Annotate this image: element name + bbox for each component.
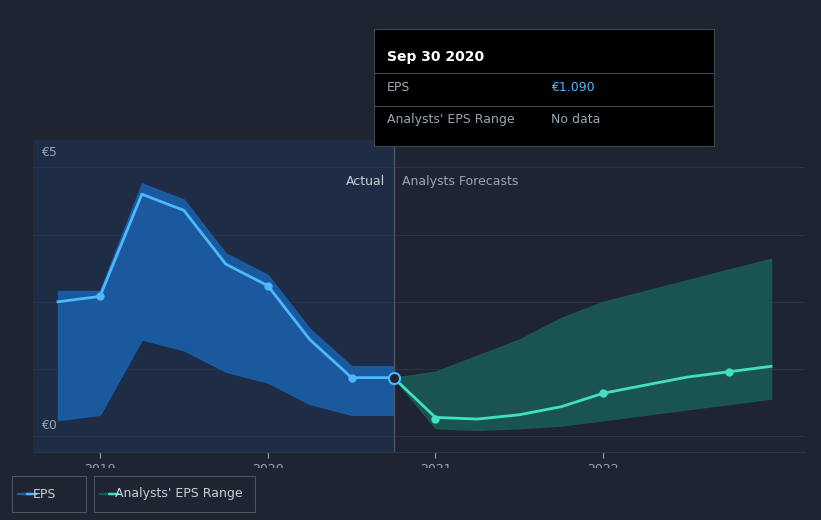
Polygon shape bbox=[109, 493, 119, 495]
Text: €1.090: €1.090 bbox=[551, 81, 594, 94]
Polygon shape bbox=[27, 493, 37, 495]
Text: EPS: EPS bbox=[33, 488, 56, 500]
FancyBboxPatch shape bbox=[94, 476, 255, 512]
Text: Sep 30 2020: Sep 30 2020 bbox=[388, 50, 484, 63]
Text: Actual: Actual bbox=[346, 175, 385, 188]
FancyBboxPatch shape bbox=[12, 476, 86, 512]
Text: EPS: EPS bbox=[388, 81, 410, 94]
Text: €5: €5 bbox=[41, 146, 57, 159]
Text: €0: €0 bbox=[41, 419, 57, 432]
Polygon shape bbox=[17, 493, 27, 495]
Bar bbox=[33, 140, 393, 452]
Text: Analysts' EPS Range: Analysts' EPS Range bbox=[388, 113, 515, 126]
Polygon shape bbox=[99, 493, 109, 495]
Text: No data: No data bbox=[551, 113, 600, 126]
Text: Analysts Forecasts: Analysts Forecasts bbox=[402, 175, 518, 188]
Text: Analysts' EPS Range: Analysts' EPS Range bbox=[115, 488, 242, 500]
